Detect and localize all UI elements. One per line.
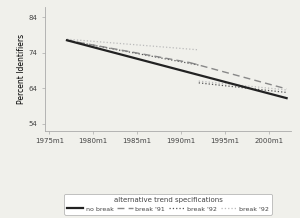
Legend: no break, break '91, break '92, break '92: no break, break '91, break '92, break '9… — [64, 194, 272, 215]
Y-axis label: Percent Identifiers: Percent Identifiers — [17, 34, 26, 104]
